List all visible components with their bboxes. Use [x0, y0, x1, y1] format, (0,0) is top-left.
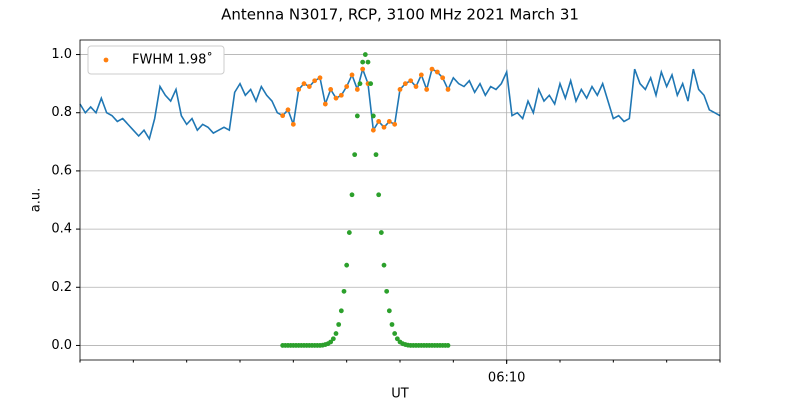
data-point — [349, 192, 355, 198]
data-point — [378, 230, 384, 235]
data-point — [445, 87, 451, 92]
data-point — [328, 339, 334, 345]
data-point — [354, 87, 360, 92]
data-point — [360, 59, 366, 65]
data-point — [384, 288, 390, 294]
data-point — [368, 81, 374, 87]
data-point — [306, 84, 312, 89]
data-point — [341, 288, 347, 294]
data-point — [280, 113, 286, 119]
y-axis-label: a.u. — [29, 188, 44, 212]
data-point — [330, 336, 336, 342]
data-point — [381, 124, 387, 130]
data-point — [397, 87, 403, 92]
data-point — [333, 331, 339, 336]
data-point — [413, 84, 419, 89]
y-tick-label: 0.8 — [51, 105, 72, 120]
data-point — [344, 262, 350, 268]
data-point — [370, 113, 376, 119]
data-point — [392, 331, 398, 336]
data-point — [376, 192, 382, 198]
y-tick-label: 1.0 — [51, 47, 72, 62]
data-point — [354, 113, 360, 119]
data-point — [357, 81, 363, 87]
y-tick-label: 0.2 — [51, 280, 72, 295]
data-point — [373, 152, 379, 158]
data-point — [434, 69, 440, 75]
data-point — [312, 78, 318, 84]
data-point — [362, 52, 368, 57]
data-point — [429, 66, 435, 72]
data-point — [349, 72, 355, 78]
data-point — [344, 84, 350, 89]
data-point — [290, 121, 296, 127]
data-point — [365, 59, 371, 65]
data-point — [386, 119, 392, 124]
data-point — [389, 322, 395, 327]
data-point — [402, 81, 408, 87]
legend-label: FWHM 1.98˚ — [132, 52, 213, 68]
data-point — [336, 322, 342, 327]
data-line — [79, 66, 721, 141]
x-tick-label: 06:10 — [488, 371, 525, 386]
plot-frame — [79, 39, 721, 361]
data-point — [360, 66, 366, 72]
data-point — [418, 72, 424, 78]
y-tick-label: 0.0 — [51, 338, 72, 353]
data-point — [408, 78, 414, 84]
data-point — [285, 107, 291, 113]
data-point — [301, 81, 307, 87]
data-point — [338, 308, 344, 314]
data-point — [445, 343, 451, 348]
y-tick-label: 0.4 — [51, 222, 72, 237]
data-point — [392, 121, 398, 127]
data-point — [381, 262, 387, 268]
data-point — [352, 152, 358, 158]
data-point — [370, 127, 376, 133]
data-point — [333, 95, 339, 101]
data-point — [386, 308, 392, 314]
data-point — [424, 87, 430, 92]
chart-title: Antenna N3017, RCP, 3100 MHz 2021 March … — [221, 6, 579, 24]
data-point — [346, 230, 352, 235]
data-point — [338, 92, 344, 98]
data-point — [317, 75, 323, 81]
data-point — [440, 75, 446, 81]
data-point — [328, 87, 334, 92]
data-point — [376, 119, 382, 124]
x-axis-label: UT — [391, 387, 409, 400]
data-point — [394, 336, 400, 342]
legend-marker — [103, 57, 109, 63]
data-point — [296, 87, 302, 92]
y-tick-label: 0.6 — [51, 163, 72, 178]
legend-box — [87, 45, 225, 75]
data-point — [322, 101, 328, 107]
